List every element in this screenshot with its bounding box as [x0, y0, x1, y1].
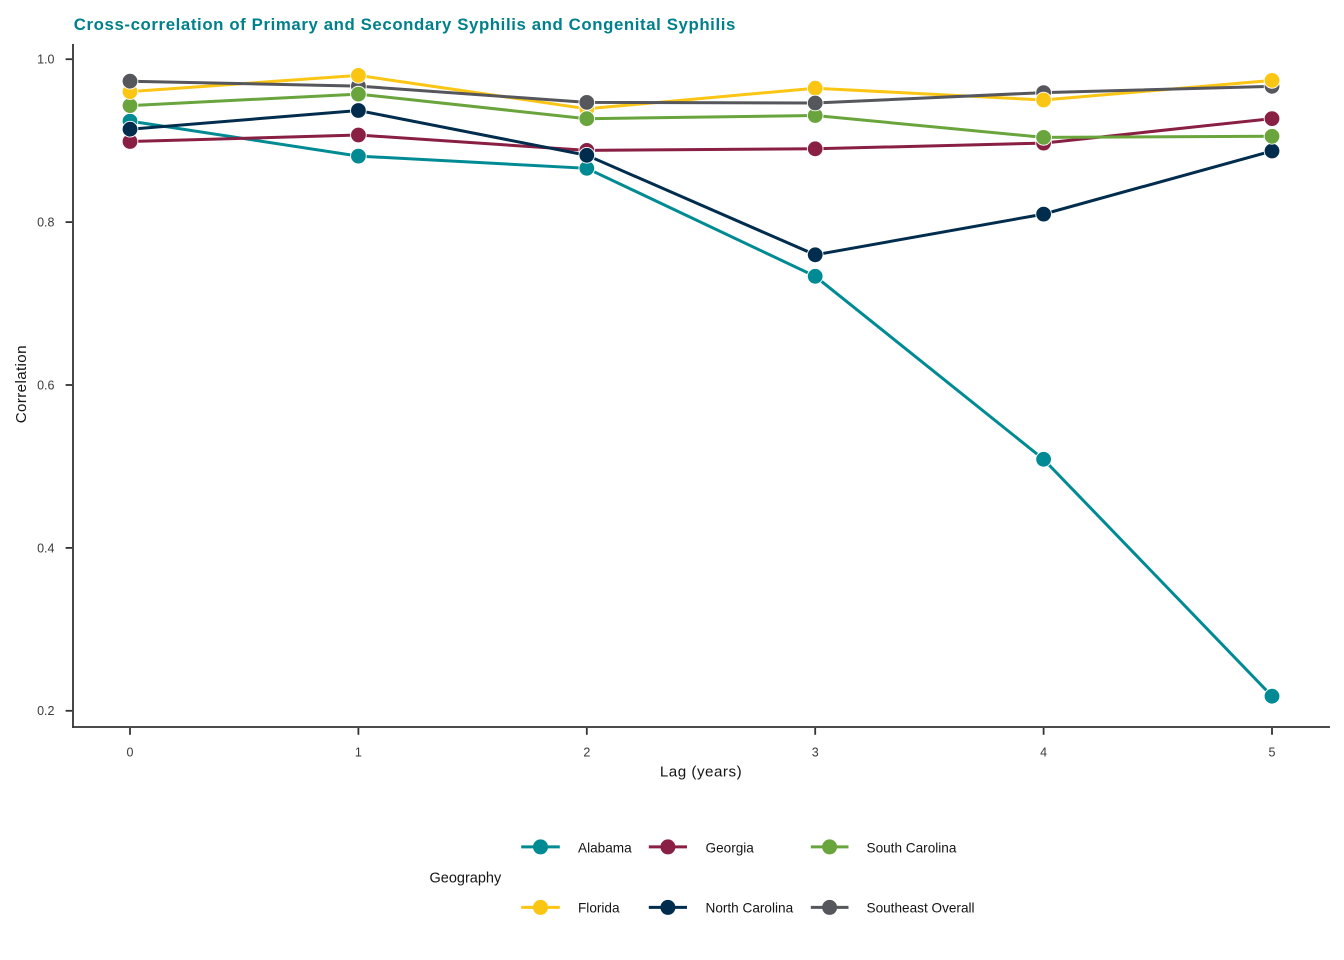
- svg-text:0.8: 0.8: [37, 216, 54, 230]
- svg-text:Southeast Overall: Southeast Overall: [867, 900, 975, 915]
- svg-text:Cross-correlation of Primary a: Cross-correlation of Primary and Seconda…: [74, 15, 736, 34]
- svg-text:0.4: 0.4: [37, 541, 54, 555]
- svg-text:4: 4: [1040, 746, 1047, 760]
- svg-text:1: 1: [355, 746, 362, 760]
- svg-text:0.2: 0.2: [37, 704, 54, 718]
- svg-text:North Carolina: North Carolina: [706, 900, 794, 915]
- svg-text:2: 2: [583, 746, 590, 760]
- svg-text:Florida: Florida: [578, 900, 620, 915]
- svg-text:Georgia: Georgia: [706, 841, 755, 856]
- svg-text:Alabama: Alabama: [578, 841, 632, 856]
- svg-text:Lag (years): Lag (years): [660, 764, 742, 781]
- svg-text:South Carolina: South Carolina: [867, 841, 957, 856]
- svg-text:0: 0: [127, 746, 134, 760]
- svg-text:Geography: Geography: [430, 871, 502, 887]
- svg-text:0.6: 0.6: [37, 378, 54, 392]
- svg-text:5: 5: [1269, 746, 1276, 760]
- svg-text:Correlation: Correlation: [13, 345, 30, 423]
- svg-text:3: 3: [812, 746, 819, 760]
- svg-text:1.0: 1.0: [37, 53, 54, 67]
